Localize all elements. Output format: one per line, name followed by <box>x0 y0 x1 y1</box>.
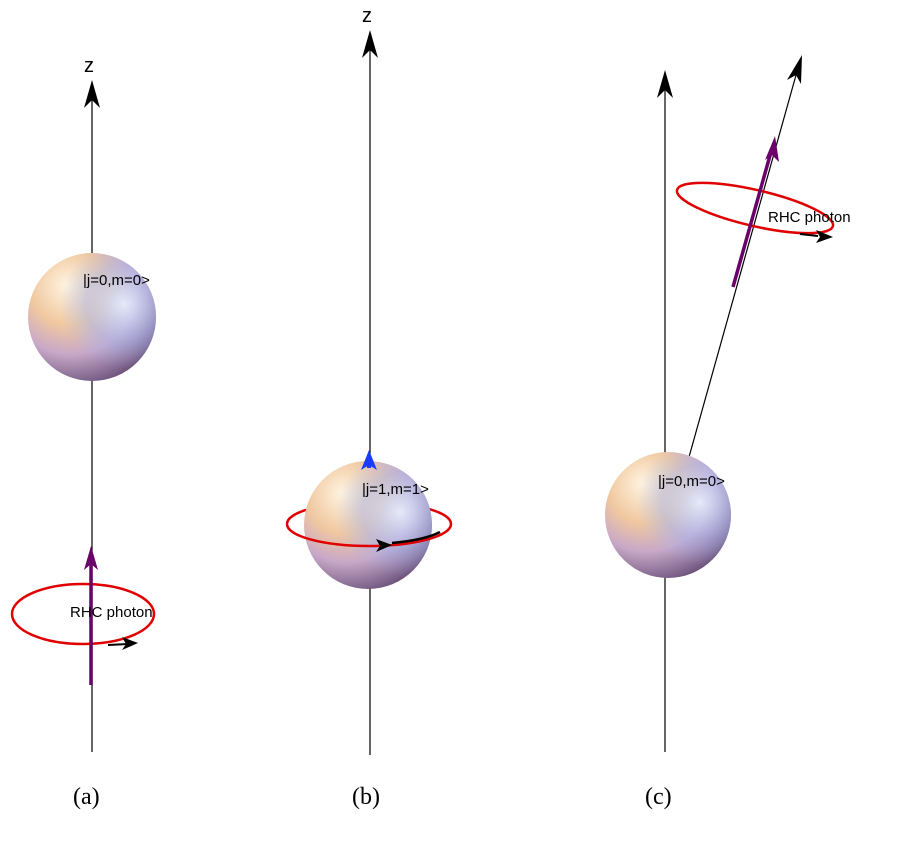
ring-dark-segment <box>391 530 441 545</box>
z-axis-label: z <box>84 55 94 77</box>
panel-c: |j=0,m=0> RHC photon (c) <box>605 55 851 810</box>
panel-caption: (b) <box>352 784 380 810</box>
atom-sphere <box>28 253 156 381</box>
state-label: |j=0,m=0> <box>658 473 725 490</box>
atom-sphere <box>605 452 731 578</box>
panel-b: z |j=1,m=1> (b) <box>285 5 453 810</box>
spin-arrowhead-icon <box>361 450 377 470</box>
panel-caption: (c) <box>645 784 672 810</box>
panel-caption: (a) <box>73 784 100 810</box>
z-axis-arrowhead-icon <box>84 80 100 108</box>
state-label: |j=0,m=0> <box>83 272 150 289</box>
photon-arrowhead-icon <box>84 546 98 570</box>
rotation-arrowhead-icon <box>376 539 392 552</box>
atom-sphere <box>304 461 432 589</box>
photon-label: RHC photon <box>768 209 851 226</box>
photon-polarization-loop <box>10 582 156 646</box>
tilted-axis-line <box>681 67 799 483</box>
vertical-axis-arrowhead-icon <box>657 70 673 98</box>
z-axis-arrowhead-icon <box>362 30 378 58</box>
rotation-arrowhead-icon <box>816 230 833 243</box>
z-axis-label: z <box>362 5 372 27</box>
rotation-arrow-icon <box>107 643 129 646</box>
rotation-arrowhead-icon <box>122 637 138 650</box>
orbital-ring-front <box>285 523 453 548</box>
panel-a: z |j=0,m=0> RHC photon (a) <box>10 55 156 810</box>
photon-label: RHC photon <box>70 604 153 621</box>
tilted-axis-arrowhead-icon <box>787 55 802 84</box>
photon-arrowhead-icon <box>765 136 779 162</box>
state-label: |j=1,m=1> <box>362 481 429 498</box>
rotation-arrow-icon <box>799 233 819 237</box>
photon-momentum-arrow <box>731 151 773 288</box>
